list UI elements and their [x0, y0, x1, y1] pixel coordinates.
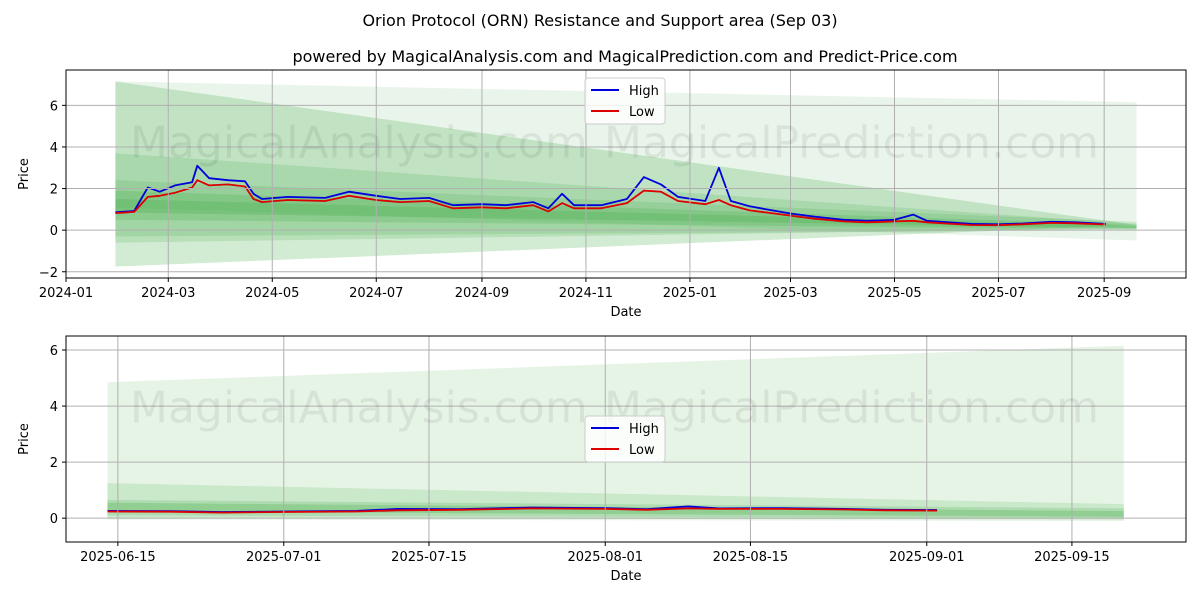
plot-area	[115, 81, 1137, 267]
x-tick-label: 2025-08-15	[713, 550, 789, 565]
x-tick-label: 2024-03	[141, 286, 195, 301]
x-tick-label: 2024-01	[39, 286, 93, 301]
y-axis-label: Price	[17, 423, 32, 455]
y-tick-label: 0	[50, 224, 58, 239]
x-tick-label: 2025-07-01	[246, 550, 322, 565]
x-tick-label: 2025-08-01	[567, 550, 643, 565]
x-tick-label: 2025-06-15	[80, 550, 156, 565]
x-tick-label: 2025-07	[971, 286, 1025, 301]
x-tick-label: 2024-09	[455, 286, 509, 301]
plot-frame	[65, 69, 1187, 279]
chart-title: Orion Protocol (ORN) Resistance and Supp…	[362, 11, 837, 30]
watermark: MagicalPrediction.com	[604, 383, 1099, 434]
y-tick-label: −2	[39, 266, 58, 281]
x-tick-label: 2025-05	[867, 286, 921, 301]
y-tick-label: 4	[50, 400, 58, 415]
y-tick-label: 2	[50, 183, 58, 198]
y-tick-label: 0	[50, 512, 58, 527]
series-line-low	[107, 507, 938, 514]
support-resistance-band	[115, 81, 1137, 241]
watermark: MagicalPrediction.com	[604, 117, 1099, 168]
x-tick-label: 2025-09-01	[889, 550, 965, 565]
legend: High Low	[584, 77, 666, 125]
x-tick-label: 2025-09-15	[1034, 550, 1110, 565]
legend-label-low: Low	[629, 443, 655, 458]
y-tick-label: 2	[50, 456, 58, 471]
legend: High Low	[584, 415, 666, 463]
y-tick-label: 6	[50, 99, 58, 114]
legend-label-low: Low	[629, 105, 655, 120]
watermark: MagicalAnalysis.com	[130, 117, 588, 168]
legend-label-high: High	[629, 422, 659, 437]
x-tick-label: 2024-11	[559, 286, 613, 301]
x-tick-label: 2025-03	[763, 286, 817, 301]
plot-frame	[65, 335, 1187, 543]
series-line-low	[115, 179, 1106, 227]
zoomed-price-chart: MagicalAnalysis.com MagicalPrediction.com…	[17, 335, 1187, 584]
x-tick-label: 2025-07-15	[391, 550, 467, 565]
x-axis-label: Date	[610, 569, 641, 584]
chart-subtitle: powered by MagicalAnalysis.com and Magic…	[292, 47, 957, 66]
y-axis-label: Price	[17, 158, 32, 190]
watermark: MagicalAnalysis.com	[130, 383, 588, 434]
top-price-chart: MagicalAnalysis.com MagicalPrediction.com…	[17, 69, 1187, 320]
x-axis-label: Date	[610, 305, 641, 320]
x-tick-label: 2024-07	[349, 286, 403, 301]
legend-label-high: High	[629, 84, 659, 99]
x-tick-label: 2025-01	[663, 286, 717, 301]
x-tick-label: 2025-09	[1077, 286, 1131, 301]
y-tick-label: 4	[50, 141, 58, 156]
series-line-high	[115, 164, 1106, 226]
y-tick-label: 6	[50, 344, 58, 359]
x-tick-label: 2024-05	[245, 286, 299, 301]
